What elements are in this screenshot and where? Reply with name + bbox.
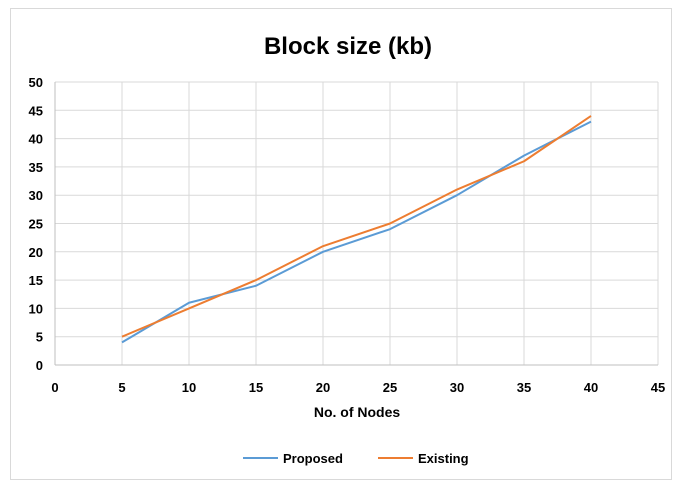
x-tick-label: 45 [651, 380, 665, 395]
x-axis-label: No. of Nodes [314, 404, 401, 420]
x-tick-label: 30 [450, 380, 464, 395]
y-tick-label: 5 [36, 330, 43, 345]
series-lines [121, 115, 592, 344]
y-tick-labels: 0 5 10 15 20 25 30 35 40 45 50 [29, 75, 43, 373]
legend: Proposed Existing [243, 451, 469, 466]
y-tick-label: 35 [29, 160, 43, 175]
axes [54, 82, 658, 366]
series-line-proposed [121, 120, 592, 344]
y-tick-label: 25 [29, 217, 43, 232]
chart-frame [10, 8, 672, 480]
y-tick-label: 40 [29, 132, 43, 147]
series-line-existing [121, 115, 592, 338]
x-tick-label: 20 [316, 380, 330, 395]
x-tick-label: 15 [249, 380, 263, 395]
x-tick-label: 0 [51, 380, 58, 395]
legend-label-existing: Existing [418, 451, 469, 466]
y-tick-label: 45 [29, 103, 43, 118]
y-tick-label: 20 [29, 245, 43, 260]
x-tick-label: 35 [517, 380, 531, 395]
y-tick-label: 0 [36, 358, 43, 373]
x-tick-label: 40 [584, 380, 598, 395]
chart-title: Block size (kb) [264, 33, 432, 60]
y-tick-label: 50 [29, 75, 43, 90]
x-tick-label: 10 [182, 380, 196, 395]
legend-label-proposed: Proposed [283, 451, 343, 466]
x-tick-label: 5 [118, 380, 125, 395]
x-tick-label: 25 [383, 380, 397, 395]
y-tick-label: 15 [29, 273, 43, 288]
y-tick-label: 30 [29, 188, 43, 203]
gridlines [55, 81, 659, 365]
x-tick-labels: 0 5 10 15 20 25 30 35 40 45 [51, 380, 665, 395]
y-tick-label: 10 [29, 301, 43, 316]
